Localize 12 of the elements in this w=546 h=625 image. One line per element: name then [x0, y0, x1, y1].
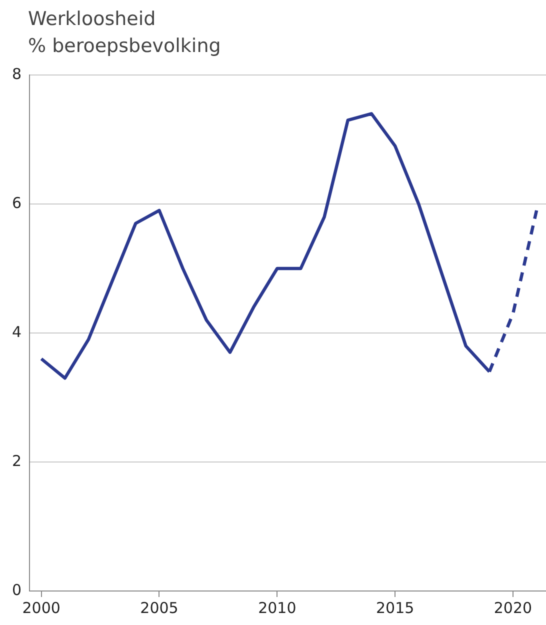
chart-subtitle: % beroepsbevolking	[28, 34, 221, 59]
y-tick-label: 8	[12, 64, 22, 83]
chart-title: Werkloosheid	[28, 7, 157, 32]
x-tick-label: 2010	[258, 598, 296, 617]
y-tick-label: 0	[12, 580, 22, 599]
x-tick-label: 2015	[376, 598, 414, 617]
x-tick-label: 2005	[140, 598, 178, 617]
y-tick-label: 4	[12, 322, 22, 341]
y-tick-label: 6	[12, 194, 22, 212]
y-tick-label: 2	[12, 452, 22, 470]
x-tick-label: 2020	[494, 598, 532, 617]
x-tick-label: 2000	[22, 598, 60, 617]
